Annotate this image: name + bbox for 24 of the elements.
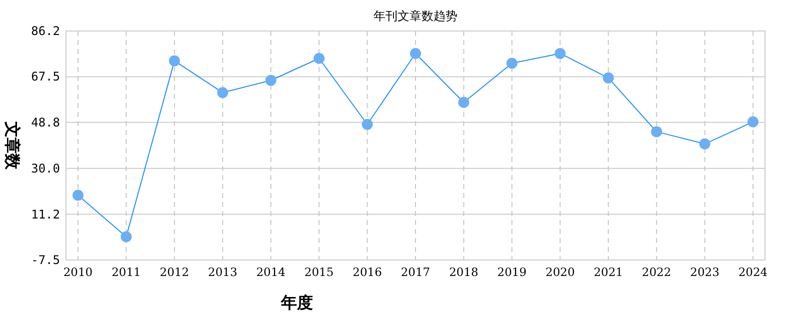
x-tick-label: 2011 [112, 265, 141, 279]
x-tick-label: 2013 [208, 265, 238, 279]
x-tick-label: 2017 [400, 265, 430, 279]
x-tick-label: 2023 [690, 265, 720, 279]
x-tick-label: 2021 [594, 265, 623, 279]
chart-title: 年刊文章数趋势 [374, 9, 458, 23]
x-tick-label: 2024 [738, 265, 768, 279]
x-tick-label: 2022 [642, 265, 672, 279]
y-tick-label: 86.2 [31, 24, 60, 38]
x-tick-label: 2012 [160, 265, 190, 279]
x-tick-label: 2015 [304, 265, 334, 279]
y-tick-label: 48.8 [31, 115, 60, 130]
y-tick-label: -7.5 [31, 253, 60, 267]
y-tick-label: 11.2 [31, 207, 60, 222]
y-tick-label: 67.5 [31, 70, 60, 84]
x-tick-label: 2019 [497, 265, 527, 279]
y-axis-title: 文章数 [3, 120, 22, 170]
x-axis-title: 年度 [280, 293, 313, 312]
x-tick-label: 2018 [449, 265, 478, 279]
x-tick-label: 2020 [546, 265, 575, 279]
x-tick-label: 2010 [63, 265, 93, 279]
x-tick-label: 2014 [256, 265, 286, 279]
y-tick-label: 30.0 [31, 161, 60, 176]
x-tick-label: 2016 [352, 265, 382, 279]
